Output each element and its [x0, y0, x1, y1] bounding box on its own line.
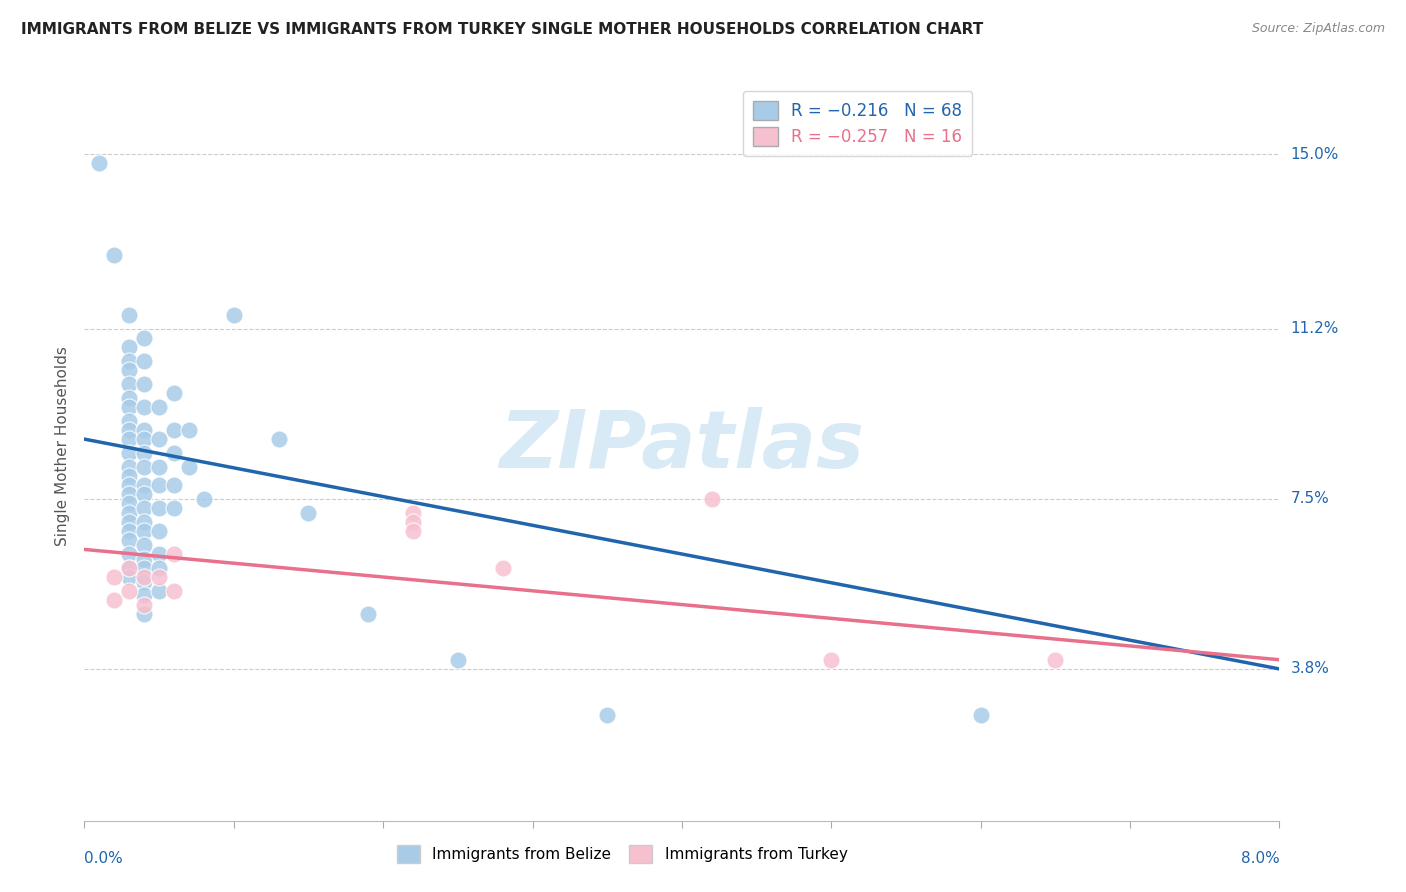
Point [163, 423, 186, 437]
Point [132, 446, 156, 460]
Point [163, 478, 186, 492]
Point [820, 653, 842, 667]
Text: IMMIGRANTS FROM BELIZE VS IMMIGRANTS FROM TURKEY SINGLE MOTHER HOUSEHOLDS CORREL: IMMIGRANTS FROM BELIZE VS IMMIGRANTS FRO… [21, 22, 983, 37]
Point [118, 468, 141, 483]
Point [118, 583, 141, 598]
Point [297, 506, 319, 520]
Point [132, 524, 156, 538]
Point [402, 506, 425, 520]
Text: Source: ZipAtlas.com: Source: ZipAtlas.com [1251, 22, 1385, 36]
Point [132, 354, 156, 368]
Point [132, 423, 156, 437]
Point [163, 583, 186, 598]
Point [148, 570, 170, 584]
Point [118, 506, 141, 520]
Legend: Immigrants from Belize, Immigrants from Turkey: Immigrants from Belize, Immigrants from … [391, 839, 853, 869]
Text: 0.0%: 0.0% [84, 851, 124, 866]
Point [89, 156, 111, 170]
Text: ZIPatlas: ZIPatlas [499, 407, 865, 485]
Point [118, 533, 141, 548]
Point [193, 491, 215, 506]
Point [132, 459, 156, 474]
Point [132, 570, 156, 584]
Point [118, 423, 141, 437]
Point [163, 446, 186, 460]
Point [132, 538, 156, 552]
Point [1045, 653, 1067, 667]
Point [103, 570, 125, 584]
Point [148, 561, 170, 575]
Point [148, 400, 170, 414]
Point [267, 432, 290, 446]
Point [132, 400, 156, 414]
Point [402, 515, 425, 529]
Point [132, 478, 156, 492]
Point [148, 478, 170, 492]
Point [132, 561, 156, 575]
Point [492, 561, 515, 575]
Point [132, 432, 156, 446]
Point [118, 340, 141, 354]
Point [132, 501, 156, 516]
Point [118, 459, 141, 474]
Y-axis label: Single Mother Households: Single Mother Households [55, 346, 70, 546]
Point [148, 501, 170, 516]
Point [118, 515, 141, 529]
Point [118, 478, 141, 492]
Point [596, 707, 619, 722]
Text: 8.0%: 8.0% [1240, 851, 1279, 866]
Point [118, 561, 141, 575]
Text: 7.5%: 7.5% [1291, 491, 1329, 507]
Point [970, 707, 993, 722]
Text: 11.2%: 11.2% [1291, 321, 1339, 336]
Point [103, 593, 125, 607]
Point [118, 400, 141, 414]
Point [177, 423, 200, 437]
Text: 15.0%: 15.0% [1291, 146, 1339, 161]
Point [222, 308, 245, 322]
Point [118, 414, 141, 428]
Point [118, 524, 141, 538]
Point [132, 598, 156, 612]
Point [357, 607, 380, 621]
Point [700, 491, 723, 506]
Point [118, 308, 141, 322]
Point [118, 561, 141, 575]
Point [118, 354, 141, 368]
Point [132, 376, 156, 391]
Point [132, 607, 156, 621]
Point [118, 570, 141, 584]
Point [118, 391, 141, 405]
Point [163, 386, 186, 401]
Point [148, 432, 170, 446]
Text: 3.8%: 3.8% [1291, 662, 1330, 676]
Point [118, 376, 141, 391]
Point [118, 363, 141, 377]
Point [118, 487, 141, 501]
Point [118, 547, 141, 561]
Point [118, 496, 141, 510]
Point [132, 574, 156, 589]
Point [402, 524, 425, 538]
Point [132, 487, 156, 501]
Point [148, 524, 170, 538]
Point [148, 459, 170, 474]
Point [132, 515, 156, 529]
Point [132, 588, 156, 602]
Point [148, 583, 170, 598]
Point [132, 551, 156, 566]
Point [103, 248, 125, 262]
Point [177, 459, 200, 474]
Point [118, 432, 141, 446]
Point [163, 501, 186, 516]
Point [132, 331, 156, 345]
Point [118, 446, 141, 460]
Point [163, 547, 186, 561]
Point [447, 653, 470, 667]
Point [148, 547, 170, 561]
